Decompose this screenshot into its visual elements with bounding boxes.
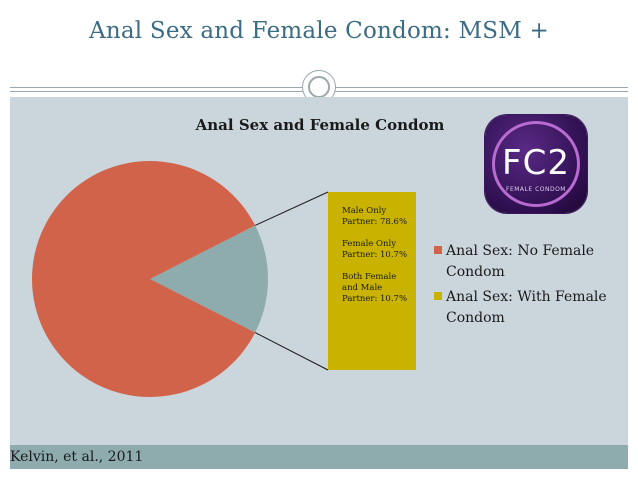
slide-title: Anal Sex and Female Condom: MSM +	[89, 18, 549, 44]
callout-line-female-only: Female Only Partner: 10.7%	[342, 239, 408, 260]
breakdown-callout: Male Only Partner: 78.6% Female Only Par…	[328, 192, 416, 370]
logo-ring	[492, 121, 580, 207]
callout-line-male-only: Male Only Partner: 78.6%	[342, 206, 408, 227]
pie-slice-no-female-condom	[31, 161, 256, 397]
callout-line-both: Both Female and Male Partner: 10.7%	[342, 272, 408, 304]
footer-bar	[10, 445, 628, 469]
chart-title: Anal Sex and Female Condom	[195, 116, 445, 134]
legend-item-with-female-condom: Anal Sex: With Female Condom	[434, 286, 624, 328]
citation: Kelvin, et al., 2011	[10, 449, 144, 465]
legend-swatch-with-female-condom	[434, 292, 442, 300]
chart-legend: Anal Sex: No Female Condom Anal Sex: Wit…	[434, 240, 624, 332]
logo-subtext: FEMALE CONDOM	[506, 186, 566, 193]
fc2-logo: FC2 FEMALE CONDOM	[485, 115, 587, 213]
callout-leader-top	[254, 191, 329, 226]
legend-swatch-no-female-condom	[434, 246, 442, 254]
legend-item-no-female-condom: Anal Sex: No Female Condom	[434, 240, 624, 282]
pie-slice-with-female-condom	[150, 225, 268, 333]
logo-mark: FC2	[502, 143, 570, 183]
callout-leader-bottom	[254, 332, 329, 371]
legend-label-with-female-condom: Anal Sex: With Female Condom	[446, 289, 607, 326]
legend-label-no-female-condom: Anal Sex: No Female Condom	[446, 243, 595, 280]
